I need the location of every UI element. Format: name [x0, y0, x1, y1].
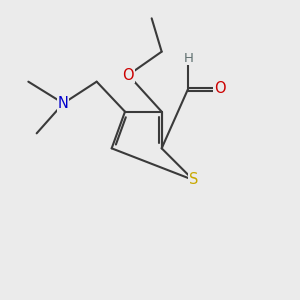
Text: S: S	[189, 172, 198, 188]
Text: H: H	[183, 52, 193, 65]
Text: O: O	[214, 81, 226, 96]
Text: O: O	[122, 68, 134, 82]
Text: N: N	[58, 96, 69, 111]
